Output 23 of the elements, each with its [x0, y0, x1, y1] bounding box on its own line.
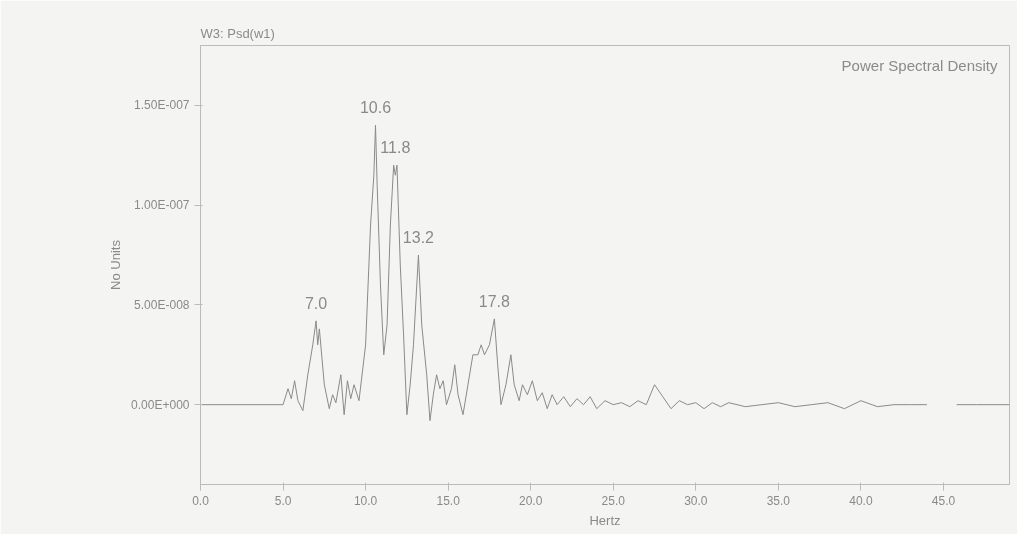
annotation: 11.8: [380, 139, 411, 157]
x-tick-label: 45.0: [931, 493, 956, 508]
x-tick-label: 5.0: [274, 493, 292, 508]
x-tick-label: 40.0: [849, 493, 873, 508]
x-tick-label: 15.0: [436, 493, 461, 508]
annotation: 13.2: [402, 229, 435, 247]
annotation: 7.0: [304, 294, 328, 312]
y-tick-label: 1.00E-007: [134, 198, 190, 213]
annotation: 17.8: [478, 292, 511, 310]
y-axis-title: No Units: [108, 239, 124, 290]
annotation: 10.6: [359, 99, 392, 117]
x-axis-title: Hertz: [589, 512, 621, 528]
x-tick-label: 35.0: [766, 493, 791, 508]
y-tick-label: 1.50E-007: [134, 98, 190, 113]
x-tick-label: 30.0: [684, 493, 708, 508]
x-tick-label: 10.0: [353, 493, 378, 508]
chart-title: W3: Psd(w1): [200, 25, 275, 41]
x-tick-label: 0.0: [192, 493, 210, 508]
text: Power Spectral Density: [841, 56, 998, 74]
x-tick-label: 25.0: [601, 493, 626, 508]
y-tick-label: 5.00E-008: [134, 297, 190, 312]
y-tick-label: 0.00E+000: [131, 397, 190, 412]
x-tick-label: 20.0: [519, 493, 543, 508]
